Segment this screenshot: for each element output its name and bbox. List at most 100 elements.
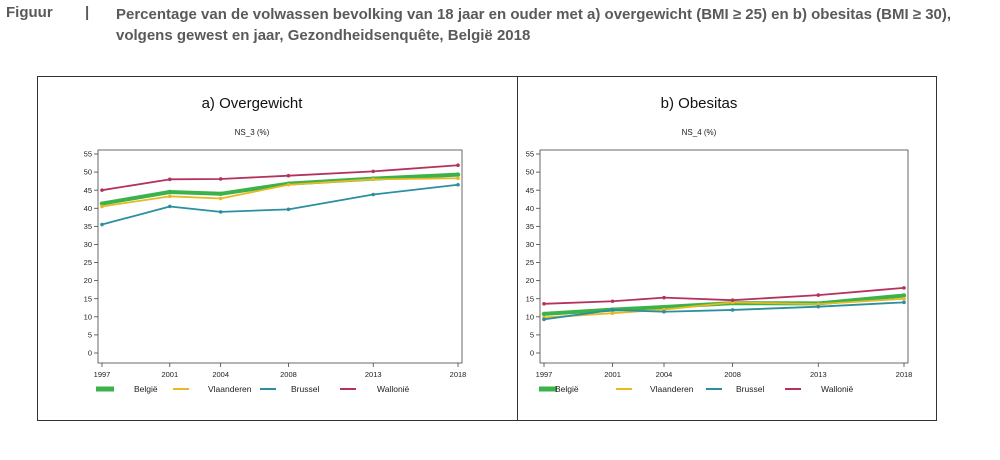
- legend-label-brussel: Brussel: [291, 384, 319, 394]
- panel-title: b) Obesitas: [661, 95, 738, 112]
- y-tick-label: 40: [84, 204, 92, 213]
- y-tick-label: 25: [526, 258, 534, 267]
- data-point-wallonie: [816, 293, 821, 297]
- data-point-vlaanderen: [168, 194, 172, 199]
- data-point-brussel: [100, 222, 104, 227]
- charts-svg: a) Overgewicht NS_3 (%) 0 5 10 15 20 25 30 35 40 45…: [84, 95, 913, 394]
- panel-title: a) Overgewicht: [202, 95, 304, 112]
- series-line-wallonie: [101, 164, 459, 192]
- y-tick-label: 15: [526, 294, 534, 303]
- panel-subtitle: NS_4 (%): [682, 128, 717, 137]
- data-point-wallonie: [662, 295, 666, 300]
- panel-subtitle: NS_3 (%): [235, 128, 270, 137]
- y-tick-label: 55: [84, 150, 92, 159]
- legend-label-wallonie: Wallonië: [377, 384, 410, 394]
- y-tick-label: 5: [88, 331, 92, 340]
- data-point-wallonie: [610, 299, 615, 304]
- legend-label-vlaanderen: Vlaanderen: [650, 384, 694, 394]
- y-tick-label: 25: [84, 258, 92, 267]
- y-tick-label: 50: [84, 168, 92, 177]
- plot-area: [539, 149, 909, 364]
- data-point-belgie: [455, 172, 461, 177]
- y-tick-label: 45: [526, 186, 534, 195]
- series-line-brussel: [543, 301, 905, 321]
- caption-text: Percentage van de volwassen bevolking va…: [116, 6, 952, 44]
- series-line-belgie: [101, 172, 459, 206]
- chart-panel-2: b) Obesitas NS_4 (%) 0 5 10 15 20 25 30 35 40 45 50 5…: [526, 95, 913, 394]
- y-tick-label: 5: [530, 331, 534, 340]
- data-point-vlaanderen: [902, 296, 906, 301]
- data-point-brussel: [286, 207, 291, 212]
- y-tick-label: 0: [88, 349, 92, 358]
- data-point-brussel: [168, 204, 172, 209]
- data-point-brussel: [610, 308, 615, 312]
- data-point-brussel: [542, 317, 546, 322]
- x-tick-label: 2008: [724, 370, 741, 379]
- y-tick-label: 10: [526, 312, 534, 321]
- x-tick-label: 2018: [896, 370, 913, 379]
- x-tick-label: 2004: [656, 370, 673, 379]
- legend-label-belgie: België: [555, 384, 579, 394]
- x-tick-label: 2001: [604, 370, 621, 379]
- data-point-brussel: [902, 300, 906, 305]
- legend-label-vlaanderen: Vlaanderen: [208, 384, 252, 394]
- data-point-wallonie: [542, 301, 546, 306]
- figure-frame: a) Overgewicht NS_3 (%) 0 5 10 15 20 25 30 35 40 45…: [37, 76, 937, 421]
- y-tick-label: 20: [526, 276, 534, 285]
- data-point-belgie: [541, 311, 547, 317]
- y-tick-label: 50: [526, 168, 534, 177]
- data-point-vlaanderen: [371, 177, 376, 182]
- y-tick-label: 0: [530, 349, 534, 358]
- y-tick-label: 40: [526, 204, 534, 213]
- data-point-wallonie: [286, 173, 291, 178]
- data-point-vlaanderen: [100, 204, 104, 209]
- panel-divider: [517, 77, 518, 420]
- data-point-brussel: [218, 210, 223, 214]
- y-tick-label: 35: [526, 222, 534, 231]
- data-point-wallonie: [730, 298, 735, 302]
- caption-separator: |: [85, 4, 90, 21]
- data-point-wallonie: [902, 286, 906, 290]
- legend-label-brussel: Brussel: [736, 384, 764, 394]
- series-line-brussel: [101, 183, 459, 226]
- caption-label: Figuur: [6, 4, 53, 21]
- y-tick-label: 15: [84, 294, 92, 303]
- data-point-brussel: [730, 308, 735, 312]
- y-tick-label: 20: [84, 276, 92, 285]
- legend-label-wallonie: Wallonië: [821, 384, 854, 394]
- data-point-wallonie: [218, 177, 223, 181]
- x-tick-label: 1997: [94, 370, 111, 379]
- data-point-belgie: [661, 304, 667, 310]
- data-point-brussel: [816, 304, 821, 309]
- y-tick-label: 30: [84, 240, 92, 249]
- series-line-wallonie: [543, 286, 905, 305]
- series-line-vlaanderen: [543, 297, 905, 319]
- data-point-wallonie: [168, 177, 172, 182]
- y-tick-label: 45: [84, 186, 92, 195]
- y-tick-label: 30: [526, 240, 534, 249]
- data-point-vlaanderen: [456, 176, 460, 181]
- y-tick-label: 35: [84, 222, 92, 231]
- data-point-belgie: [218, 191, 223, 196]
- data-point-vlaanderen: [218, 196, 223, 201]
- plot-area: [97, 149, 463, 364]
- data-point-brussel: [662, 309, 666, 314]
- series-line-vlaanderen: [101, 177, 459, 208]
- y-tick-label: 10: [84, 312, 92, 321]
- data-point-wallonie: [456, 163, 460, 168]
- data-point-vlaanderen: [610, 311, 615, 315]
- x-tick-label: 2013: [365, 370, 382, 379]
- y-tick-label: 55: [526, 150, 534, 159]
- legend-label-belgie: België: [134, 384, 158, 394]
- x-tick-label: 2001: [161, 370, 178, 379]
- figure-caption: Figuur | Percentage van de volwassen bev…: [6, 4, 991, 48]
- data-point-belgie: [167, 189, 173, 195]
- x-tick-label: 2004: [212, 370, 229, 379]
- data-point-wallonie: [100, 188, 104, 192]
- x-tick-label: 2008: [280, 370, 297, 379]
- data-point-wallonie: [371, 169, 376, 174]
- data-point-belgie: [901, 293, 907, 298]
- x-tick-label: 2018: [450, 370, 467, 379]
- data-point-belgie: [99, 201, 105, 206]
- x-tick-label: 2013: [810, 370, 827, 379]
